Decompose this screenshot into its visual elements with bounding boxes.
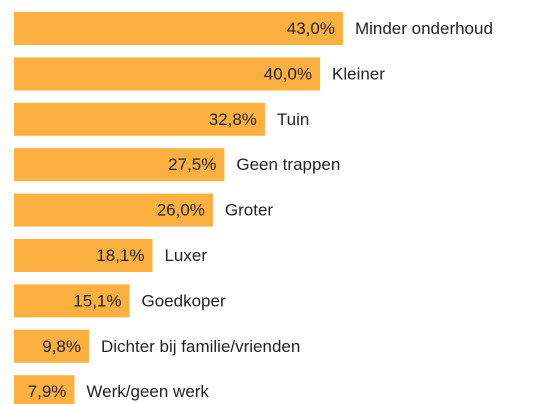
bar — [14, 193, 213, 227]
bar — [14, 57, 320, 91]
value-label: 18,1% — [96, 246, 144, 265]
value-label: 7,9% — [28, 382, 67, 401]
category-label: Dichter bij familie/vrienden — [101, 337, 300, 356]
category-label: Minder onderhoud — [355, 19, 493, 38]
bar — [14, 102, 265, 136]
category-label: Luxer — [164, 246, 207, 265]
bar — [14, 239, 153, 272]
value-label: 32,8% — [209, 110, 257, 129]
value-label: 26,0% — [157, 201, 205, 220]
value-label: 15,1% — [73, 291, 121, 310]
category-label: Kleiner — [332, 64, 385, 83]
value-label: 43,0% — [287, 19, 335, 38]
bar — [14, 375, 75, 404]
value-label: 9,8% — [42, 337, 81, 356]
category-label: Groter — [225, 201, 274, 220]
bar — [14, 148, 225, 182]
value-label: 27,5% — [168, 155, 216, 174]
bar — [14, 12, 343, 45]
category-label: Goedkoper — [142, 291, 226, 310]
category-label: Werk/geen werk — [86, 382, 209, 401]
bar — [14, 329, 89, 363]
value-label: 40,0% — [264, 64, 312, 83]
category-label: Geen trappen — [236, 155, 340, 174]
bar — [14, 284, 130, 318]
category-label: Tuin — [277, 110, 309, 129]
